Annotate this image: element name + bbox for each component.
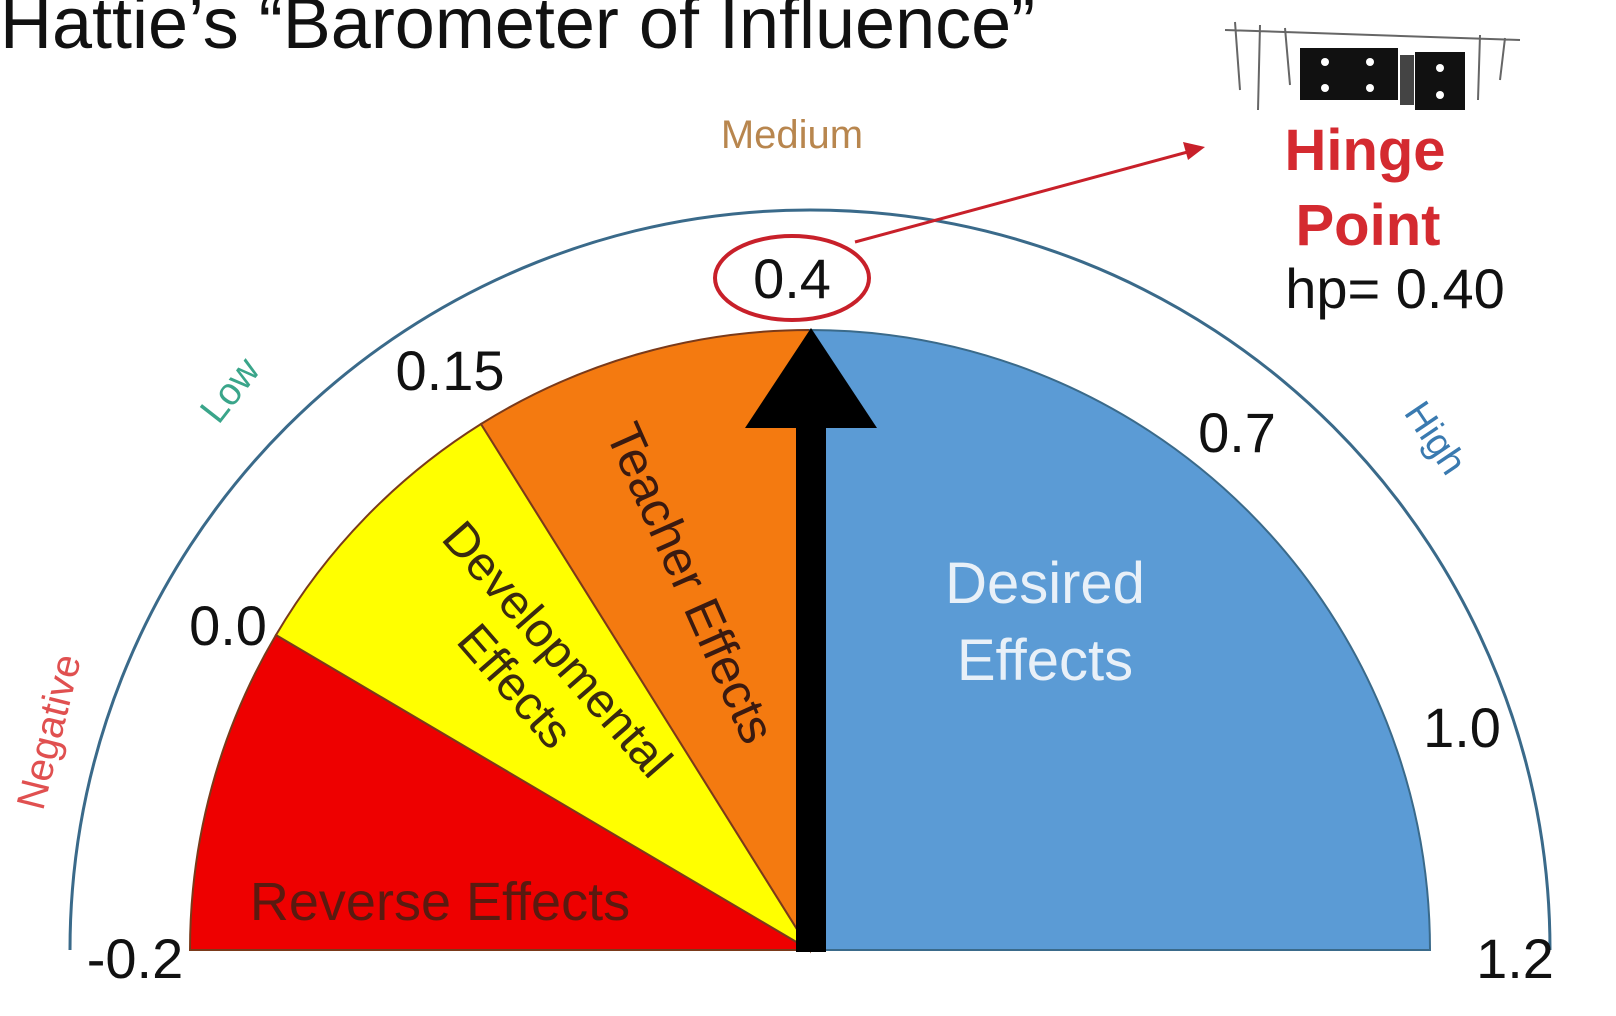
page: Hattie’s “Barometer of Influence” Medium… [0, 0, 1616, 1011]
hinge-line: Hinge [1284, 118, 1445, 183]
hinge-line: Point [1296, 193, 1441, 258]
tick-label: 0.7 [1198, 401, 1276, 464]
tick-label: 0.4 [753, 247, 831, 310]
tick-label: 0.0 [189, 594, 267, 657]
desired-line: Effects [957, 628, 1133, 693]
reverse-label: Reverse Effects [250, 872, 630, 932]
hinge-value: hp= 0.40 [1285, 257, 1505, 320]
tick-label: -0.2 [87, 927, 184, 990]
tick-label: 1.0 [1423, 696, 1501, 759]
hinge-arrow [796, 420, 826, 952]
desired-line: Desired [945, 551, 1145, 616]
tick-label: 0.15 [396, 339, 505, 402]
tick-label: 1.2 [1476, 927, 1554, 990]
title: Hattie’s “Barometer of Influence” [0, 0, 1035, 64]
medium-label: Medium [721, 113, 863, 157]
